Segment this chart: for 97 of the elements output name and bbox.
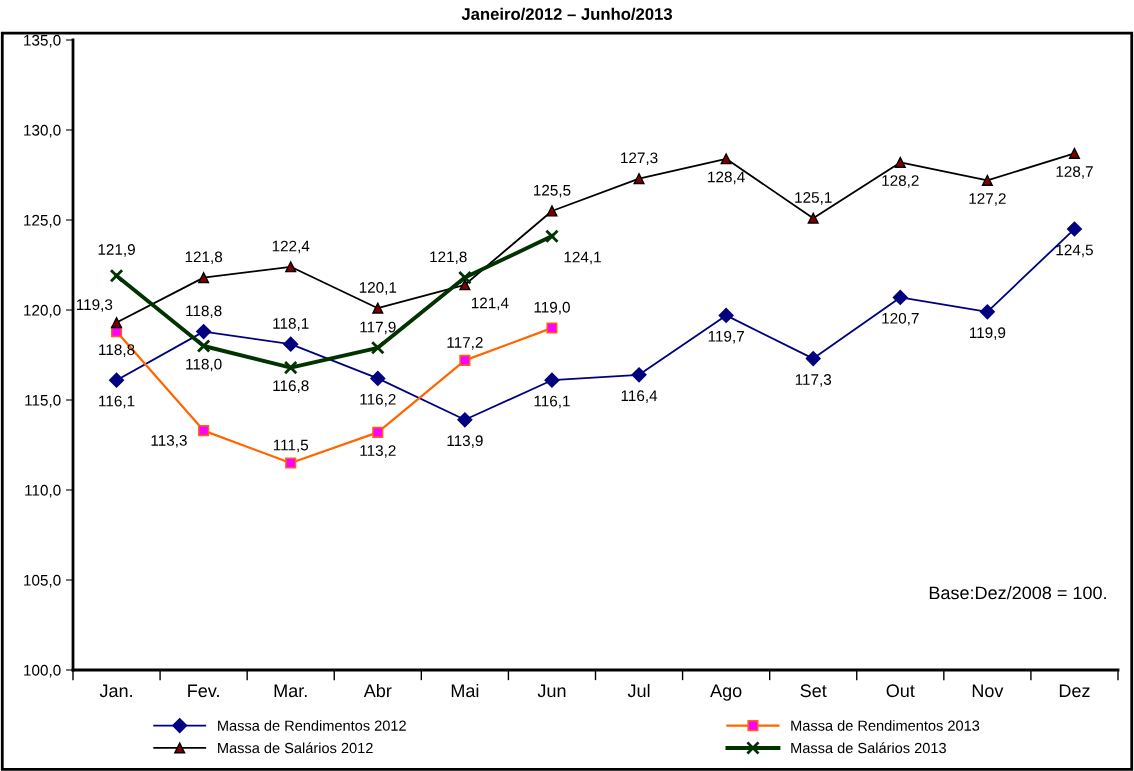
data-label: 128,2: [882, 175, 919, 188]
point: [1066, 221, 1083, 237]
data-label: 116,8: [273, 380, 309, 393]
data-label: 121,9: [98, 244, 135, 257]
x-tick-label: Jul: [627, 683, 650, 698]
point: [1068, 147, 1081, 159]
data-label: 113,3: [151, 434, 187, 448]
y-tick-label: 130,0: [24, 124, 61, 138]
data-label: 124,1: [564, 251, 601, 265]
data-label: 116,1: [99, 395, 135, 409]
x-tick-label: Set: [800, 684, 827, 698]
data-label: 118,1: [273, 318, 309, 331]
data-label: 122,4: [272, 240, 310, 254]
x-tick-label: Fev.: [188, 684, 219, 698]
legend-label: Massa de Rendimentos 2013: [791, 720, 980, 731]
data-label: 125,1: [795, 192, 832, 205]
point: [892, 289, 908, 305]
point: [109, 268, 124, 283]
data-label: 119,0: [534, 301, 570, 315]
point: [198, 272, 210, 284]
x-tick-label: Abr: [363, 683, 392, 698]
point: [196, 339, 211, 353]
data-label: 113,9: [447, 435, 483, 448]
x-tick-label: Out: [886, 684, 915, 698]
point: [198, 425, 210, 437]
data-label: 121,8: [185, 251, 223, 265]
point: [633, 173, 645, 185]
point: [546, 322, 558, 334]
data-label: 113,2: [360, 445, 396, 458]
point: [285, 261, 297, 273]
data-label: 117,2: [447, 337, 483, 350]
data-label: 118,8: [186, 305, 222, 319]
point: [459, 279, 471, 291]
data-label: 117,3: [795, 374, 832, 387]
x-tick-label: Nov: [972, 684, 1004, 698]
point: [979, 304, 995, 320]
y-tick-label: 135,0: [24, 34, 61, 48]
x-tick-label: Jan.: [99, 684, 132, 698]
point: [459, 354, 471, 366]
data-label: 127,2: [969, 193, 1006, 206]
point: [545, 229, 559, 244]
data-label: 119,7: [708, 330, 744, 344]
data-label: 124,5: [1056, 244, 1093, 258]
data-label: 116,1: [534, 395, 570, 409]
legend-label: Massa de Salários 2013: [791, 742, 946, 754]
point: [196, 324, 212, 340]
data-label: 111,5: [273, 439, 309, 453]
point: [370, 370, 386, 386]
point: [718, 307, 734, 323]
point: [631, 367, 647, 383]
y-tick-label: 105,0: [24, 574, 61, 588]
data-label: 118,8: [99, 344, 135, 357]
x-tick-label: Dez: [1059, 684, 1090, 698]
data-label: 118,0: [186, 358, 222, 372]
point: [370, 340, 385, 355]
data-label: 116,4: [621, 390, 658, 403]
x-tick-label: Mar.: [274, 684, 307, 698]
point: [894, 156, 906, 168]
point: [285, 457, 297, 469]
data-label: 116,2: [360, 393, 396, 407]
point: [544, 372, 560, 388]
data-label: 120,1: [359, 282, 397, 295]
point: [283, 336, 299, 352]
chart-title: Janeiro/2012 – Junho/2013: [461, 7, 673, 21]
point: [807, 212, 819, 224]
point: [457, 270, 472, 285]
data-label: 119,3: [76, 299, 113, 312]
y-tick-label: 115,0: [25, 394, 61, 408]
data-label: 127,3: [621, 152, 658, 166]
data-label: 125,5: [534, 184, 571, 198]
point: [805, 351, 821, 367]
point: [720, 153, 732, 165]
point: [457, 412, 473, 428]
x-tick-label: Mai: [451, 683, 479, 698]
data-label: 121,8: [430, 251, 467, 265]
legend-label: Massa de Salários 2012: [218, 742, 373, 754]
annotation: Base:Dez/2008 = 100.: [929, 585, 1106, 600]
y-tick-label: 110,0: [25, 484, 61, 498]
y-tick-label: 100,0: [24, 664, 61, 678]
data-label: 117,9: [360, 321, 396, 335]
y-tick-label: 120,0: [24, 304, 61, 318]
x-tick-label: Ago: [710, 684, 742, 701]
data-label: 128,4: [708, 171, 745, 185]
point: [110, 317, 123, 329]
point: [372, 426, 384, 438]
point: [981, 174, 993, 186]
data-label: 121,4: [471, 297, 509, 311]
point: [108, 372, 125, 388]
data-label: 128,7: [1056, 166, 1093, 179]
point: [546, 205, 558, 217]
point: [372, 302, 384, 314]
data-label: 119,9: [969, 327, 1006, 340]
data-label: 120,7: [882, 312, 919, 326]
y-tick-label: 125,0: [24, 214, 61, 228]
x-tick-label: Jun: [537, 684, 566, 698]
legend-label: Massa de Rendimentos 2012: [218, 720, 406, 731]
point: [283, 360, 298, 375]
